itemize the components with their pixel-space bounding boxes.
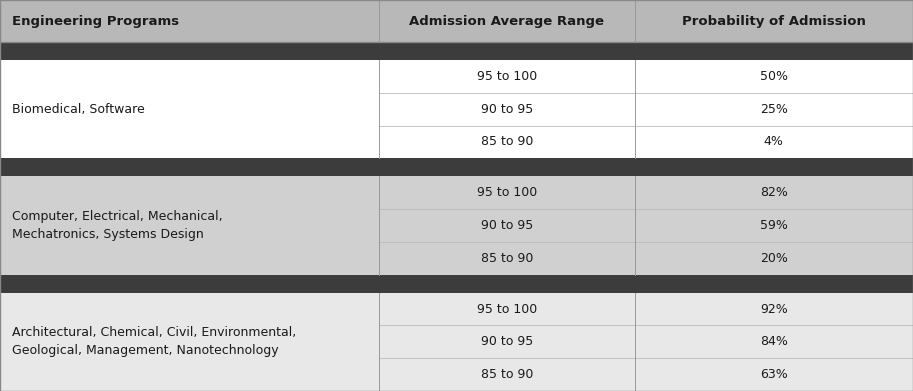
- Bar: [0, 274, 913, 293]
- Text: Admission Average Range: Admission Average Range: [409, 14, 604, 27]
- Text: Biomedical, Software: Biomedical, Software: [12, 103, 145, 116]
- Text: 90 to 95: 90 to 95: [480, 103, 533, 116]
- Text: 90 to 95: 90 to 95: [480, 219, 533, 232]
- Text: 50%: 50%: [760, 70, 788, 83]
- Text: 95 to 100: 95 to 100: [477, 186, 537, 199]
- Text: 4%: 4%: [764, 135, 783, 149]
- Text: 82%: 82%: [760, 186, 788, 199]
- Bar: [0, 176, 913, 274]
- Text: 92%: 92%: [760, 303, 788, 316]
- Text: 59%: 59%: [760, 219, 788, 232]
- Text: 95 to 100: 95 to 100: [477, 70, 537, 83]
- Text: Probability of Admission: Probability of Admission: [682, 14, 866, 27]
- Bar: [0, 293, 913, 391]
- Text: 95 to 100: 95 to 100: [477, 303, 537, 316]
- Bar: [0, 60, 913, 158]
- Text: 90 to 95: 90 to 95: [480, 335, 533, 348]
- Text: 85 to 90: 85 to 90: [480, 135, 533, 149]
- Text: 84%: 84%: [760, 335, 788, 348]
- Text: Computer, Electrical, Mechanical,
Mechatronics, Systems Design: Computer, Electrical, Mechanical, Mechat…: [12, 210, 223, 241]
- Bar: [0, 158, 913, 176]
- Text: 20%: 20%: [760, 252, 788, 265]
- Text: Architectural, Chemical, Civil, Environmental,
Geological, Management, Nanotechn: Architectural, Chemical, Civil, Environm…: [12, 326, 296, 357]
- Bar: [0, 0, 913, 42]
- Text: Engineering Programs: Engineering Programs: [12, 14, 179, 27]
- Text: 85 to 90: 85 to 90: [480, 368, 533, 381]
- Text: 85 to 90: 85 to 90: [480, 252, 533, 265]
- Text: 63%: 63%: [760, 368, 788, 381]
- Text: 25%: 25%: [760, 103, 788, 116]
- Bar: [0, 42, 913, 60]
